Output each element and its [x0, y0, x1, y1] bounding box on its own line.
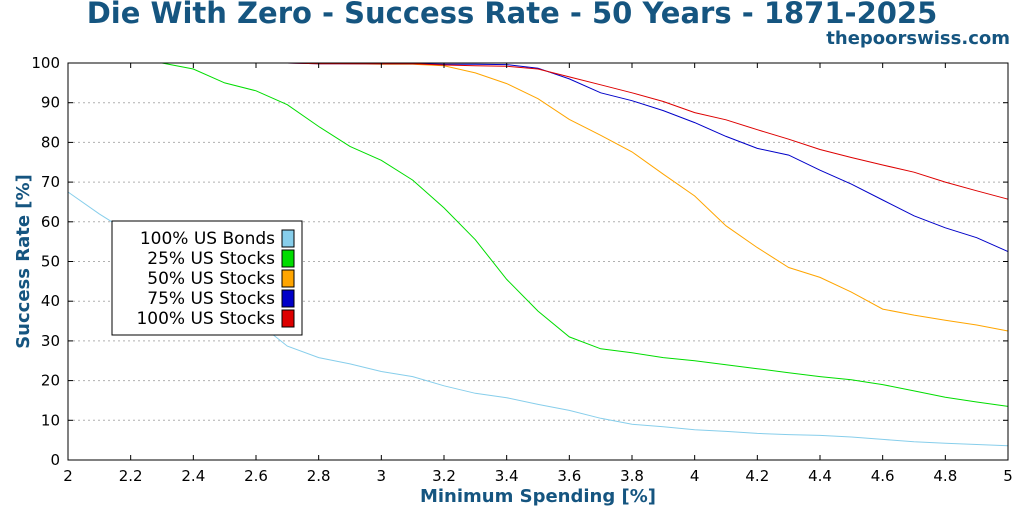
legend-label: 100% US Stocks: [136, 309, 275, 329]
x-tick-label: 4.8: [933, 467, 957, 485]
legend-swatch: [281, 309, 295, 328]
y-tick-label: 10: [41, 411, 60, 429]
x-tick-label: 4.6: [871, 467, 895, 485]
y-tick-label: 70: [41, 173, 60, 191]
x-tick-label: 5: [1003, 467, 1013, 485]
x-tick-label: 3.8: [620, 467, 644, 485]
x-tick-label: 3.2: [432, 467, 456, 485]
site-credit: thepoorswiss.com: [826, 28, 1010, 49]
y-axis-title: Success Rate [%]: [13, 174, 34, 349]
legend-swatch: [281, 269, 295, 288]
axis-ticks: 2 2.2 2.4 2.6 2.8 3 3.2 3.4 3.6 3.8 4 4.2 4.4 4.6 4.8 5…: [31, 54, 1012, 485]
chart-title: Die With Zero - Success Rate - 50 Years …: [86, 0, 938, 30]
x-tick-label: 2: [63, 467, 73, 485]
legend-label: 50% US Stocks: [147, 269, 275, 289]
legend-box: [111, 220, 303, 336]
x-tick-label: 2.8: [307, 467, 331, 485]
legend-label: 100% US Bonds: [140, 229, 275, 249]
x-tick-label: 4: [690, 467, 700, 485]
x-tick-label: 3: [377, 467, 387, 485]
x-tick-label: 4.2: [745, 467, 769, 485]
x-tick-label: 2.4: [181, 467, 205, 485]
y-tick-label: 90: [41, 94, 60, 112]
x-axis-title: Minimum Spending [%]: [420, 486, 656, 507]
grid-lines: [68, 102, 1008, 421]
series-line-4: [68, 62, 1009, 200]
y-tick-label: 0: [50, 451, 60, 469]
legend-swatch: [281, 289, 295, 308]
legend-swatch: [281, 249, 295, 268]
y-tick-label: 80: [41, 133, 60, 151]
y-tick-label: 60: [41, 213, 60, 231]
legend-swatch: [281, 229, 295, 248]
y-tick-label: 20: [41, 372, 60, 390]
legend-label: 75% US Stocks: [147, 289, 275, 309]
series-line-1: [68, 62, 1009, 407]
y-tick-label: 50: [41, 253, 60, 271]
x-tick-label: 2.6: [244, 467, 268, 485]
x-tick-label: 3.6: [557, 467, 581, 485]
y-tick-label: 100: [31, 54, 60, 72]
legend-label: 25% US Stocks: [147, 249, 275, 269]
y-tick-label: 30: [41, 332, 60, 350]
y-tick-label: 40: [41, 292, 60, 310]
x-tick-label: 4.4: [808, 467, 832, 485]
x-tick-label: 3.4: [495, 467, 519, 485]
x-tick-label: 2.2: [119, 467, 143, 485]
